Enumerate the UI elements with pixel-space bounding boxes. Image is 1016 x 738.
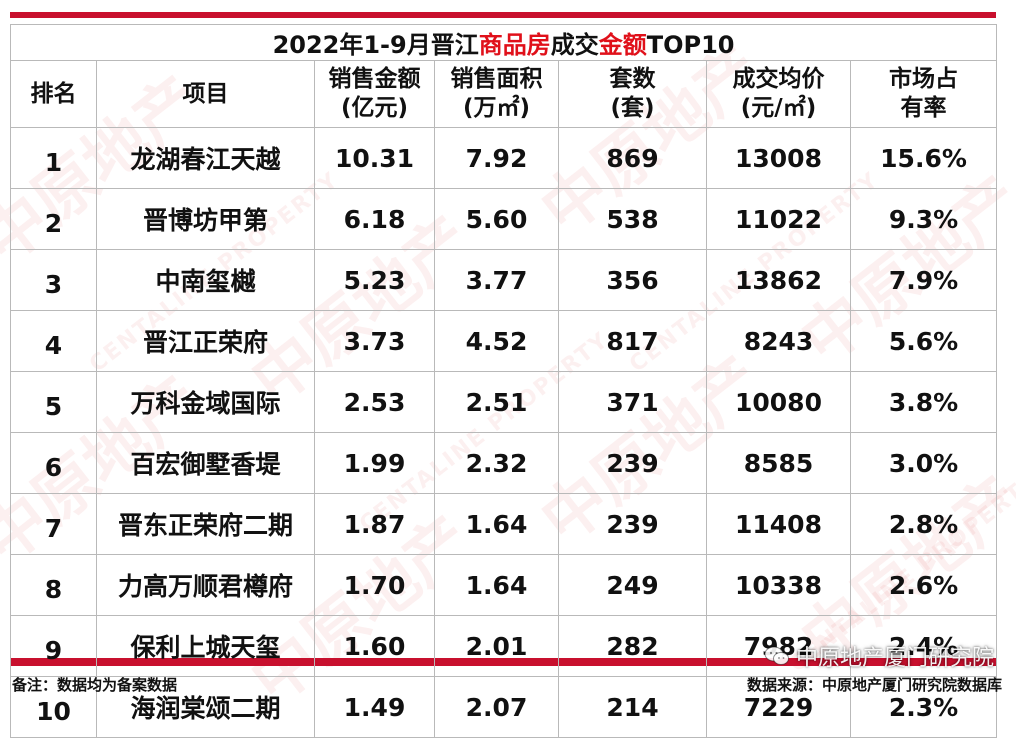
header-rank: 排名 xyxy=(10,60,97,128)
price-cell: 13862 xyxy=(706,249,851,311)
table-row: 7 晋东正荣府二期 1.87 1.64 239 11408 2.8% xyxy=(10,493,998,555)
table-row: 4 晋江正荣府 3.73 4.52 817 8243 5.6% xyxy=(10,310,998,372)
amount-cell: 1.99 xyxy=(314,432,435,494)
amount-cell: 1.49 xyxy=(314,676,435,738)
area-cell: 4.52 xyxy=(434,310,559,372)
area-cell: 7.92 xyxy=(434,127,559,189)
units-cell: 249 xyxy=(558,554,707,616)
price-cell: 11408 xyxy=(706,493,851,555)
table-title: 2022年1-9月晋江商品房成交金额TOP10 xyxy=(9,24,998,61)
title-row: 2022年1-9月晋江商品房成交金额TOP10 xyxy=(9,24,998,61)
table-row: 1 龙湖春江天越 10.31 7.92 869 13008 15.6% xyxy=(10,127,998,189)
price-cell: 10080 xyxy=(706,371,851,433)
top-accent-bar xyxy=(10,12,996,18)
amount-cell: 10.31 xyxy=(314,127,435,189)
amount-cell: 6.18 xyxy=(314,188,435,250)
rank-cell: 7 xyxy=(10,493,97,555)
data-source: 数据来源：中原地产厦门研究院数据库 xyxy=(746,676,1002,694)
table-row: 5 万科金域国际 2.53 2.51 371 10080 3.8% xyxy=(10,371,998,433)
area-cell: 2.32 xyxy=(434,432,559,494)
share-cell: 2.8% xyxy=(849,493,998,555)
project-cell: 保利上城天玺 xyxy=(96,615,315,677)
price-cell: 13008 xyxy=(706,127,851,189)
amount-cell: 1.87 xyxy=(314,493,435,555)
units-cell: 869 xyxy=(558,127,707,189)
amount-cell: 1.60 xyxy=(314,615,435,677)
units-cell: 239 xyxy=(558,493,707,555)
project-cell: 龙湖春江天越 xyxy=(96,127,315,189)
amount-cell: 3.73 xyxy=(314,310,435,372)
units-cell: 239 xyxy=(558,432,707,494)
share-cell: 5.6% xyxy=(849,310,998,372)
header-share: 市场占 有率 xyxy=(849,60,998,128)
units-cell: 282 xyxy=(558,615,707,677)
rank-cell: 4 xyxy=(10,310,97,372)
project-cell: 晋江正荣府 xyxy=(96,310,315,372)
price-cell: 10338 xyxy=(706,554,851,616)
area-cell: 5.60 xyxy=(434,188,559,250)
share-cell: 2.4% xyxy=(849,615,998,677)
share-cell: 3.0% xyxy=(849,432,998,494)
wechat-account-label: 中原地产厦门研究院 xyxy=(795,646,994,671)
amount-cell: 2.53 xyxy=(314,371,435,433)
header-units: 套数 (套) xyxy=(558,60,707,128)
price-cell: 8243 xyxy=(706,310,851,372)
header-amount: 销售金额 (亿元) xyxy=(314,60,435,128)
area-cell: 1.64 xyxy=(434,493,559,555)
units-cell: 817 xyxy=(558,310,707,372)
project-cell: 中南玺樾 xyxy=(96,249,315,311)
rank-cell: 1 xyxy=(10,127,97,189)
rank-cell: 6 xyxy=(10,432,97,494)
share-cell: 15.6% xyxy=(849,127,998,189)
area-cell: 1.64 xyxy=(434,554,559,616)
area-cell: 3.77 xyxy=(434,249,559,311)
price-cell: 7982 xyxy=(706,615,851,677)
project-cell: 晋东正荣府二期 xyxy=(96,493,315,555)
rank-cell: 8 xyxy=(10,554,97,616)
price-cell: 11022 xyxy=(706,188,851,250)
table-row: 9 保利上城天玺 1.60 2.01 282 7982 2.4% xyxy=(10,615,998,677)
header-project: 项目 xyxy=(96,60,315,128)
units-cell: 371 xyxy=(558,371,707,433)
units-cell: 356 xyxy=(558,249,707,311)
header-area: 销售面积 (万㎡) xyxy=(434,60,559,128)
footnote: 备注：数据均为备案数据 xyxy=(12,676,178,694)
top10-table: 2022年1-9月晋江商品房成交金额TOP10 排名 项目 销售金额 (亿元) 销… xyxy=(9,24,998,738)
rank-cell: 9 xyxy=(10,615,97,677)
rank-cell: 3 xyxy=(10,249,97,311)
table-row: 2 晋博坊甲第 6.18 5.60 538 11022 9.3% xyxy=(10,188,998,250)
project-cell: 晋博坊甲第 xyxy=(96,188,315,250)
share-cell: 3.8% xyxy=(849,371,998,433)
table-row: 3 中南玺樾 5.23 3.77 356 13862 7.9% xyxy=(10,249,998,311)
area-cell: 2.01 xyxy=(434,615,559,677)
amount-cell: 1.70 xyxy=(314,554,435,616)
area-cell: 2.51 xyxy=(434,371,559,433)
amount-cell: 5.23 xyxy=(314,249,435,311)
units-cell: 214 xyxy=(558,676,707,738)
units-cell: 538 xyxy=(558,188,707,250)
header-price: 成交均价 (元/㎡) xyxy=(706,60,851,128)
header-row: 排名 项目 销售金额 (亿元) 销售面积 (万㎡) 套数 (套) 成交均价 (元/㎡) … xyxy=(10,60,998,128)
share-cell: 2.6% xyxy=(849,554,998,616)
area-cell: 2.07 xyxy=(434,676,559,738)
table-row: 6 百宏御墅香堤 1.99 2.32 239 8585 3.0% xyxy=(10,432,998,494)
project-cell: 力高万顺君樽府 xyxy=(96,554,315,616)
table-row: 8 力高万顺君樽府 1.70 1.64 249 10338 2.6% xyxy=(10,554,998,616)
price-cell: 8585 xyxy=(706,432,851,494)
project-cell: 万科金域国际 xyxy=(96,371,315,433)
wechat-icon xyxy=(764,646,789,665)
rank-cell: 5 xyxy=(10,371,97,433)
project-cell: 百宏御墅香堤 xyxy=(96,432,315,494)
share-cell: 7.9% xyxy=(849,249,998,311)
share-cell: 9.3% xyxy=(849,188,998,250)
rank-cell: 2 xyxy=(10,188,97,250)
wechat-watermark: 中原地产厦门研究院 xyxy=(764,640,994,672)
